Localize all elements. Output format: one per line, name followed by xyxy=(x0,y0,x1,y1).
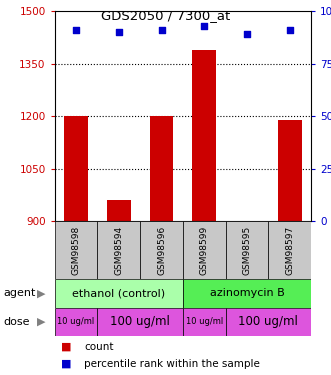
Text: GSM98596: GSM98596 xyxy=(157,226,166,275)
Text: ■: ■ xyxy=(61,359,72,369)
Text: dose: dose xyxy=(3,316,30,327)
Point xyxy=(159,27,164,33)
Bar xyxy=(183,279,311,308)
Point xyxy=(73,27,79,33)
Point xyxy=(287,27,292,33)
Text: 100 ug/ml: 100 ug/ml xyxy=(110,315,170,328)
Text: GSM98597: GSM98597 xyxy=(285,226,294,275)
Bar xyxy=(97,308,183,336)
Bar xyxy=(107,200,130,221)
Text: ■: ■ xyxy=(61,342,72,352)
Bar xyxy=(64,116,88,221)
Text: GDS2050 / 7300_at: GDS2050 / 7300_at xyxy=(101,9,230,22)
Bar xyxy=(183,221,226,279)
Text: GSM98598: GSM98598 xyxy=(71,226,80,275)
Bar xyxy=(150,116,173,221)
Text: count: count xyxy=(84,342,114,352)
Bar xyxy=(140,221,183,279)
Text: agent: agent xyxy=(3,288,36,298)
Text: GSM98595: GSM98595 xyxy=(243,226,252,275)
Text: percentile rank within the sample: percentile rank within the sample xyxy=(84,359,260,369)
Bar xyxy=(193,50,216,221)
Text: azinomycin B: azinomycin B xyxy=(210,288,284,298)
Text: 10 ug/ml: 10 ug/ml xyxy=(57,317,95,326)
Bar xyxy=(55,279,183,308)
Text: 10 ug/ml: 10 ug/ml xyxy=(186,317,223,326)
Bar xyxy=(183,308,226,336)
Bar xyxy=(55,221,97,279)
Text: GSM98594: GSM98594 xyxy=(114,226,123,275)
Point xyxy=(116,29,121,35)
Point xyxy=(202,23,207,29)
Bar xyxy=(226,308,311,336)
Bar xyxy=(278,120,302,221)
Text: ethanol (control): ethanol (control) xyxy=(72,288,165,298)
Text: ▶: ▶ xyxy=(37,288,46,298)
Text: 100 ug/ml: 100 ug/ml xyxy=(238,315,298,328)
Point xyxy=(244,32,250,38)
Bar xyxy=(97,221,140,279)
Bar xyxy=(55,308,97,336)
Text: ▶: ▶ xyxy=(37,316,46,327)
Text: GSM98599: GSM98599 xyxy=(200,226,209,275)
Bar xyxy=(268,221,311,279)
Bar xyxy=(226,221,268,279)
